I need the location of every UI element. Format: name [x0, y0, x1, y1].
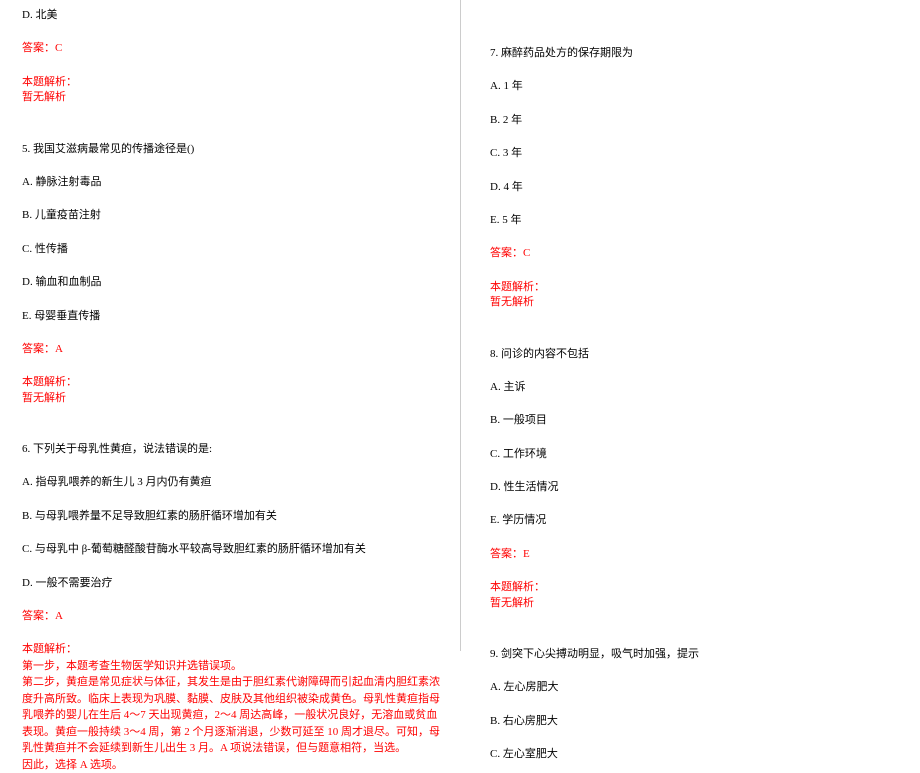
q5-stem: 5. 我国艾滋病最常见的传播途径是() [22, 142, 442, 157]
q6-explanation-label: 本题解析： [22, 642, 442, 657]
spacer [490, 8, 902, 46]
q8-stem: 8. 问诊的内容不包括 [490, 347, 902, 362]
q6-expl-line2: 第二步，黄疸是常见症状与体征，其发生是由于胆红素代谢障碍而引起血清内胆红素浓度升… [22, 674, 442, 757]
q8-explanation-none: 暂无解析 [490, 596, 902, 611]
q4-explanation-none: 暂无解析 [22, 90, 442, 105]
q7-explanation-none: 暂无解析 [490, 295, 902, 310]
q5-answer: 答案：A [22, 342, 442, 357]
q5-option-e: E. 母婴垂直传播 [22, 309, 442, 324]
q7-option-c: C. 3 年 [490, 146, 902, 161]
q7-option-a: A. 1 年 [490, 79, 902, 94]
q5-explanation-label: 本题解析： [22, 375, 442, 390]
q5-option-d: D. 输血和血制品 [22, 275, 442, 290]
q6-option-d: D. 一般不需要治疗 [22, 576, 442, 591]
q7-answer: 答案：C [490, 246, 902, 261]
q7-explanation-label: 本题解析： [490, 280, 902, 295]
q9-stem: 9. 剑突下心尖搏动明显，吸气时加强，提示 [490, 647, 902, 662]
q5-explanation-none: 暂无解析 [22, 391, 442, 406]
q6-option-b: B. 与母乳喂养量不足导致胆红素的肠肝循环增加有关 [22, 509, 442, 524]
q6-stem: 6. 下列关于母乳性黄疸，说法错误的是: [22, 442, 442, 457]
q8-option-b: B. 一般项目 [490, 413, 902, 428]
q4-answer: 答案：C [22, 41, 442, 56]
right-column: 7. 麻醉药品处方的保存期限为 A. 1 年 B. 2 年 C. 3 年 D. … [460, 0, 920, 651]
q5-option-a: A. 静脉注射毒品 [22, 175, 442, 190]
q6-option-c: C. 与母乳中 β-葡萄糖醛酸苷酶水平较高导致胆红素的肠肝循环增加有关 [22, 542, 442, 557]
page: D. 北美 答案：C 本题解析： 暂无解析 5. 我国艾滋病最常见的传播途径是(… [0, 0, 920, 651]
q6-answer: 答案：A [22, 609, 442, 624]
q6-expl-line1: 第一步，本题考查生物医学知识并选错误项。 [22, 658, 442, 675]
q8-answer: 答案：E [490, 547, 902, 562]
q8-explanation-label: 本题解析： [490, 580, 902, 595]
left-column: D. 北美 答案：C 本题解析： 暂无解析 5. 我国艾滋病最常见的传播途径是(… [0, 0, 460, 651]
q5-option-b: B. 儿童疫苗注射 [22, 208, 442, 223]
q6-expl-line3: 因此，选择 A 选项。 [22, 757, 442, 773]
q7-option-b: B. 2 年 [490, 113, 902, 128]
q4-explanation-label: 本题解析： [22, 75, 442, 90]
q8-option-d: D. 性生活情况 [490, 480, 902, 495]
q8-option-c: C. 工作环境 [490, 447, 902, 462]
q5-option-c: C. 性传播 [22, 242, 442, 257]
q9-option-b: B. 右心房肥大 [490, 714, 902, 729]
q9-option-a: A. 左心房肥大 [490, 680, 902, 695]
q4-option-d: D. 北美 [22, 8, 442, 23]
q6-explanation-body: 第一步，本题考查生物医学知识并选错误项。 第二步，黄疸是常见症状与体征，其发生是… [22, 658, 442, 773]
q7-option-d: D. 4 年 [490, 180, 902, 195]
q7-stem: 7. 麻醉药品处方的保存期限为 [490, 46, 902, 61]
q8-option-e: E. 学历情况 [490, 513, 902, 528]
q6-option-a: A. 指母乳喂养的新生儿 3 月内仍有黄疸 [22, 475, 442, 490]
q9-option-c: C. 左心室肥大 [490, 747, 902, 762]
q7-option-e: E. 5 年 [490, 213, 902, 228]
q8-option-a: A. 主诉 [490, 380, 902, 395]
